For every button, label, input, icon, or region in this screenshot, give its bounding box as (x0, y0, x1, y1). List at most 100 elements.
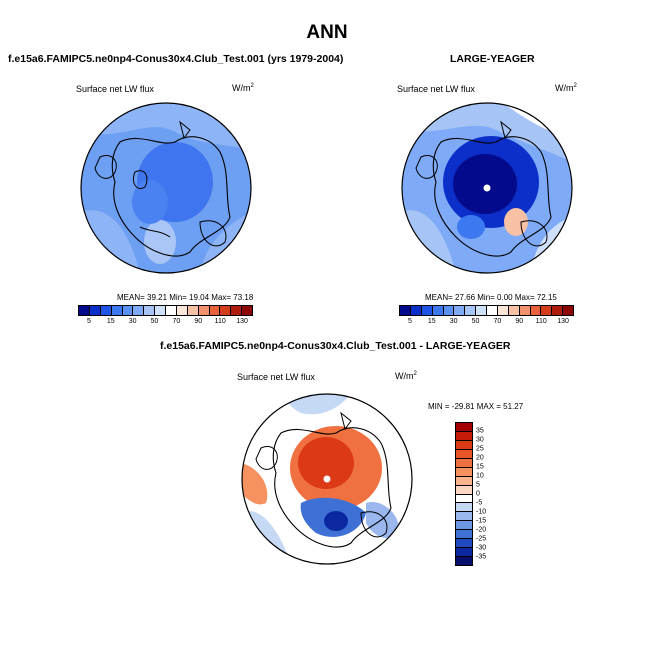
panel1-colorbar-swatch (111, 306, 123, 315)
panel3-field-label: Surface net LW flux (237, 372, 315, 382)
panel3-colorbar-tick-label: 10 (476, 472, 484, 480)
panel3-title: f.e15a6.FAMIPC5.ne0np4-Conus30x4.Club_Te… (160, 340, 511, 352)
panel1-colorbar-swatch (242, 306, 252, 315)
panel1-colorbar (78, 305, 253, 316)
panel2-colorbar-tick-label: 50 (471, 318, 480, 325)
panel2-colorbar-swatch (454, 306, 466, 315)
panel3-colorbar-tick-label: -35 (476, 553, 487, 561)
panel2-polar-map (401, 102, 573, 274)
panel2-title: LARGE-YEAGER (450, 53, 535, 65)
panel1-colorbar-swatch (100, 306, 112, 315)
panel2-colorbar-swatch (410, 306, 422, 315)
panel1-title: f.e15a6.FAMIPC5.ne0np4-Conus30x4.Club_Te… (8, 53, 344, 65)
panel2-colorbar (399, 305, 574, 316)
panel1-colorbar-swatch (187, 306, 199, 315)
panel3-colorbar-tick-label: 5 (476, 481, 480, 489)
panel3-colorbar-swatch (456, 423, 472, 432)
panel3-colorbar-tick-label: -15 (476, 517, 487, 525)
panel1-colorbar-swatch (79, 306, 90, 315)
panel2-colorbar-swatch (443, 306, 455, 315)
panel2-colorbar-swatch (400, 306, 411, 315)
panel3-colorbar-swatch (456, 557, 472, 565)
panel3-colorbar-tick-label: 30 (476, 436, 484, 444)
panel2-field-label: Surface net LW flux (397, 84, 475, 94)
panel3-colorbar-swatch (456, 440, 472, 450)
panel2-colorbar-swatch (497, 306, 509, 315)
panel3-colorbar-tick-label: 0 (476, 490, 480, 498)
panel3-colorbar-swatch (456, 494, 472, 504)
panel2-stats: MEAN= 27.66 Min= 0.00 Max= 72.15 (425, 293, 557, 302)
panel3-colorbar-swatch (456, 431, 472, 441)
panel2-colorbar-tick-label: 130 (557, 318, 569, 325)
panel3-units: W/m2 (395, 371, 417, 381)
panel1-colorbar-swatch (176, 306, 188, 315)
panel3-colorbar-swatch (456, 530, 472, 540)
panel3-colorbar-swatch (456, 512, 472, 522)
panel2-colorbar-swatch (519, 306, 531, 315)
panel2-colorbar-swatch (487, 306, 498, 315)
panel2-colorbar-tick-label: 5 (407, 318, 412, 325)
panel1-colorbar-swatch (155, 306, 166, 315)
panel3-stats: MIN = -29.81 MAX = 51.27 (428, 402, 524, 411)
panel3-colorbar-swatch (456, 548, 472, 558)
panel1-colorbar-swatch (209, 306, 221, 315)
panel1-colorbar-swatch (89, 306, 101, 315)
panel2-colorbar-swatch (476, 306, 487, 315)
panel1-colorbar-swatch (231, 306, 243, 315)
panel1-colorbar-tick-label: 70 (172, 318, 181, 325)
panel1-units: W/m2 (232, 83, 254, 93)
panel3-colorbar-swatch (456, 485, 472, 495)
panel2-colorbar-swatch (465, 306, 477, 315)
panel2-colorbar-swatch (552, 306, 564, 315)
panel3-colorbar-swatch (456, 476, 472, 486)
panel2-colorbar-swatch (530, 306, 542, 315)
panel1-colorbar-tick-label: 130 (236, 318, 248, 325)
panel1-colorbar-swatch (144, 306, 156, 315)
panel1-stats: MEAN= 39.21 Min= 19.04 Max= 73.18 (117, 293, 254, 302)
panel3-colorbar-swatch (456, 467, 472, 477)
panel1-colorbar-swatch (198, 306, 210, 315)
panel2-colorbar-tick-label: 70 (493, 318, 502, 325)
main-title: ANN (306, 22, 348, 43)
panel1-colorbar-tick-label: 50 (150, 318, 159, 325)
panel3-colorbar-tick-label: -10 (476, 508, 487, 516)
panel1-colorbar-swatch (220, 306, 232, 315)
panel3-colorbar-tick-label: 15 (476, 463, 484, 471)
panel1-colorbar-tick-label: 5 (86, 318, 91, 325)
panel3-colorbar-tick-label: -30 (476, 544, 487, 552)
panel3-colorbar-tick-label: 25 (476, 445, 484, 453)
panel2-units: W/m2 (555, 83, 577, 93)
panel2-colorbar-swatch (432, 306, 444, 315)
panel2-colorbar-swatch (421, 306, 433, 315)
panel3-colorbar-tick-label: 35 (476, 427, 484, 435)
panel2-colorbar-tick-label: 90 (515, 318, 524, 325)
panel3-colorbar-swatch (456, 458, 472, 468)
panel1-colorbar-tick-label: 110 (214, 318, 226, 325)
panel3-colorbar-tick-label: -5 (476, 499, 483, 507)
panel3-colorbar-swatch (456, 503, 472, 513)
panel2-colorbar-swatch (563, 306, 573, 315)
panel1-colorbar-swatch (166, 306, 177, 315)
panel3-polar-map (241, 393, 413, 565)
panel1-field-label: Surface net LW flux (76, 84, 154, 94)
panel2-colorbar-tick-label: 110 (535, 318, 547, 325)
panel3-colorbar-swatch (456, 449, 472, 459)
panel1-colorbar-tick-label: 90 (194, 318, 203, 325)
panel2-colorbar-swatch (541, 306, 553, 315)
panel1-colorbar-tick-label: 30 (128, 318, 137, 325)
panel3-colorbar-tick-label: -25 (476, 535, 487, 543)
panel3-colorbar-swatch (456, 539, 472, 549)
panel3-colorbar (455, 422, 473, 566)
panel1-colorbar-tick-label: 15 (106, 318, 115, 325)
panel2-colorbar-swatch (508, 306, 520, 315)
panel3-colorbar-tick-label: -20 (476, 526, 487, 534)
panel2-colorbar-tick-label: 30 (449, 318, 458, 325)
panel1-polar-map (80, 102, 252, 274)
panel2-colorbar-tick-label: 15 (427, 318, 436, 325)
panel2-pole-marker (483, 184, 491, 192)
panel1-colorbar-swatch (133, 306, 145, 315)
panel3-colorbar-swatch (456, 521, 472, 531)
panel3-pole-marker (323, 475, 331, 483)
panel3-colorbar-tick-label: 20 (476, 454, 484, 462)
panel1-colorbar-swatch (122, 306, 134, 315)
